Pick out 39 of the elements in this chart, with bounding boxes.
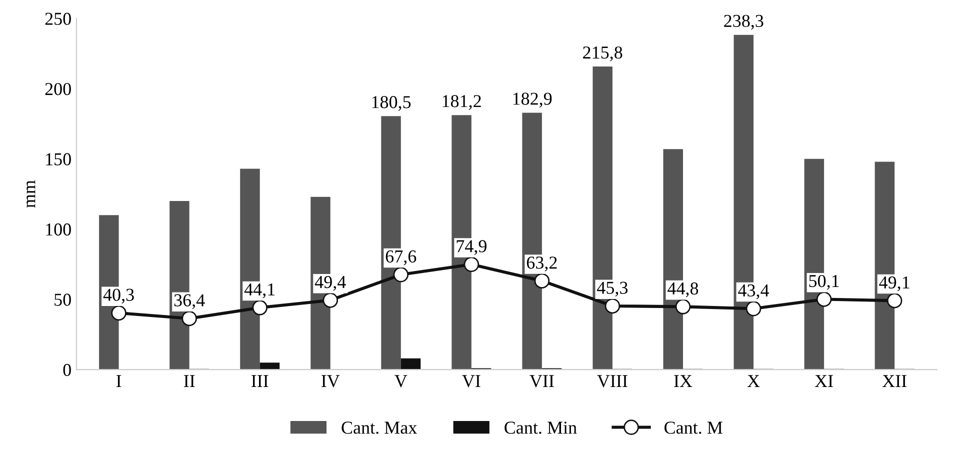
- x-tick-label: VI: [462, 375, 480, 388]
- y-tick-label: 100: [46, 223, 71, 236]
- y-tick-label: 0: [63, 364, 71, 376]
- data-label: 180,5: [372, 96, 411, 111]
- data-label: 238,3: [724, 14, 764, 30]
- data-label: 74,9: [456, 240, 486, 255]
- data-label: 36,4: [174, 294, 205, 309]
- x-tick-label: VIII: [597, 375, 628, 388]
- y-tick-label: 150: [46, 153, 71, 166]
- data-label: 44,1: [244, 283, 275, 298]
- data-label: 49,1: [879, 276, 910, 292]
- x-tick-label: IV: [321, 375, 340, 388]
- y-tick-label: 200: [45, 82, 71, 96]
- data-label: 182,9: [513, 92, 552, 108]
- data-label: 44,8: [668, 282, 698, 298]
- legend-label: Cant. Max: [342, 422, 417, 434]
- y-axis-title: mm: [26, 180, 36, 208]
- data-label: 43,4: [738, 284, 770, 300]
- data-label: 40,3: [103, 288, 134, 304]
- x-tick-label: X: [747, 375, 760, 387]
- legend-label: Cant. M: [664, 422, 722, 434]
- data-label: 45,3: [597, 282, 628, 296]
- x-tick-label: IX: [674, 375, 692, 387]
- legend-label: Cant. Min: [504, 422, 577, 434]
- x-tick-label: VII: [530, 375, 554, 388]
- data-label: 67,6: [386, 250, 416, 266]
- data-label: 49,4: [314, 276, 346, 291]
- x-tick-label: V: [394, 375, 408, 388]
- x-tick-label: I: [116, 375, 122, 387]
- x-tick-label: III: [251, 375, 268, 387]
- data-label: 215,8: [583, 46, 622, 62]
- data-label: 181,2: [442, 95, 481, 110]
- x-tick-label: II: [184, 375, 195, 387]
- y-tick-label: 50: [54, 294, 71, 306]
- data-label: 50,1: [809, 274, 839, 290]
- x-tick-label: XII: [882, 375, 906, 387]
- data-label: 63,2: [526, 256, 557, 272]
- y-tick-label: 250: [45, 12, 71, 25]
- x-tick-label: XI: [814, 375, 833, 387]
